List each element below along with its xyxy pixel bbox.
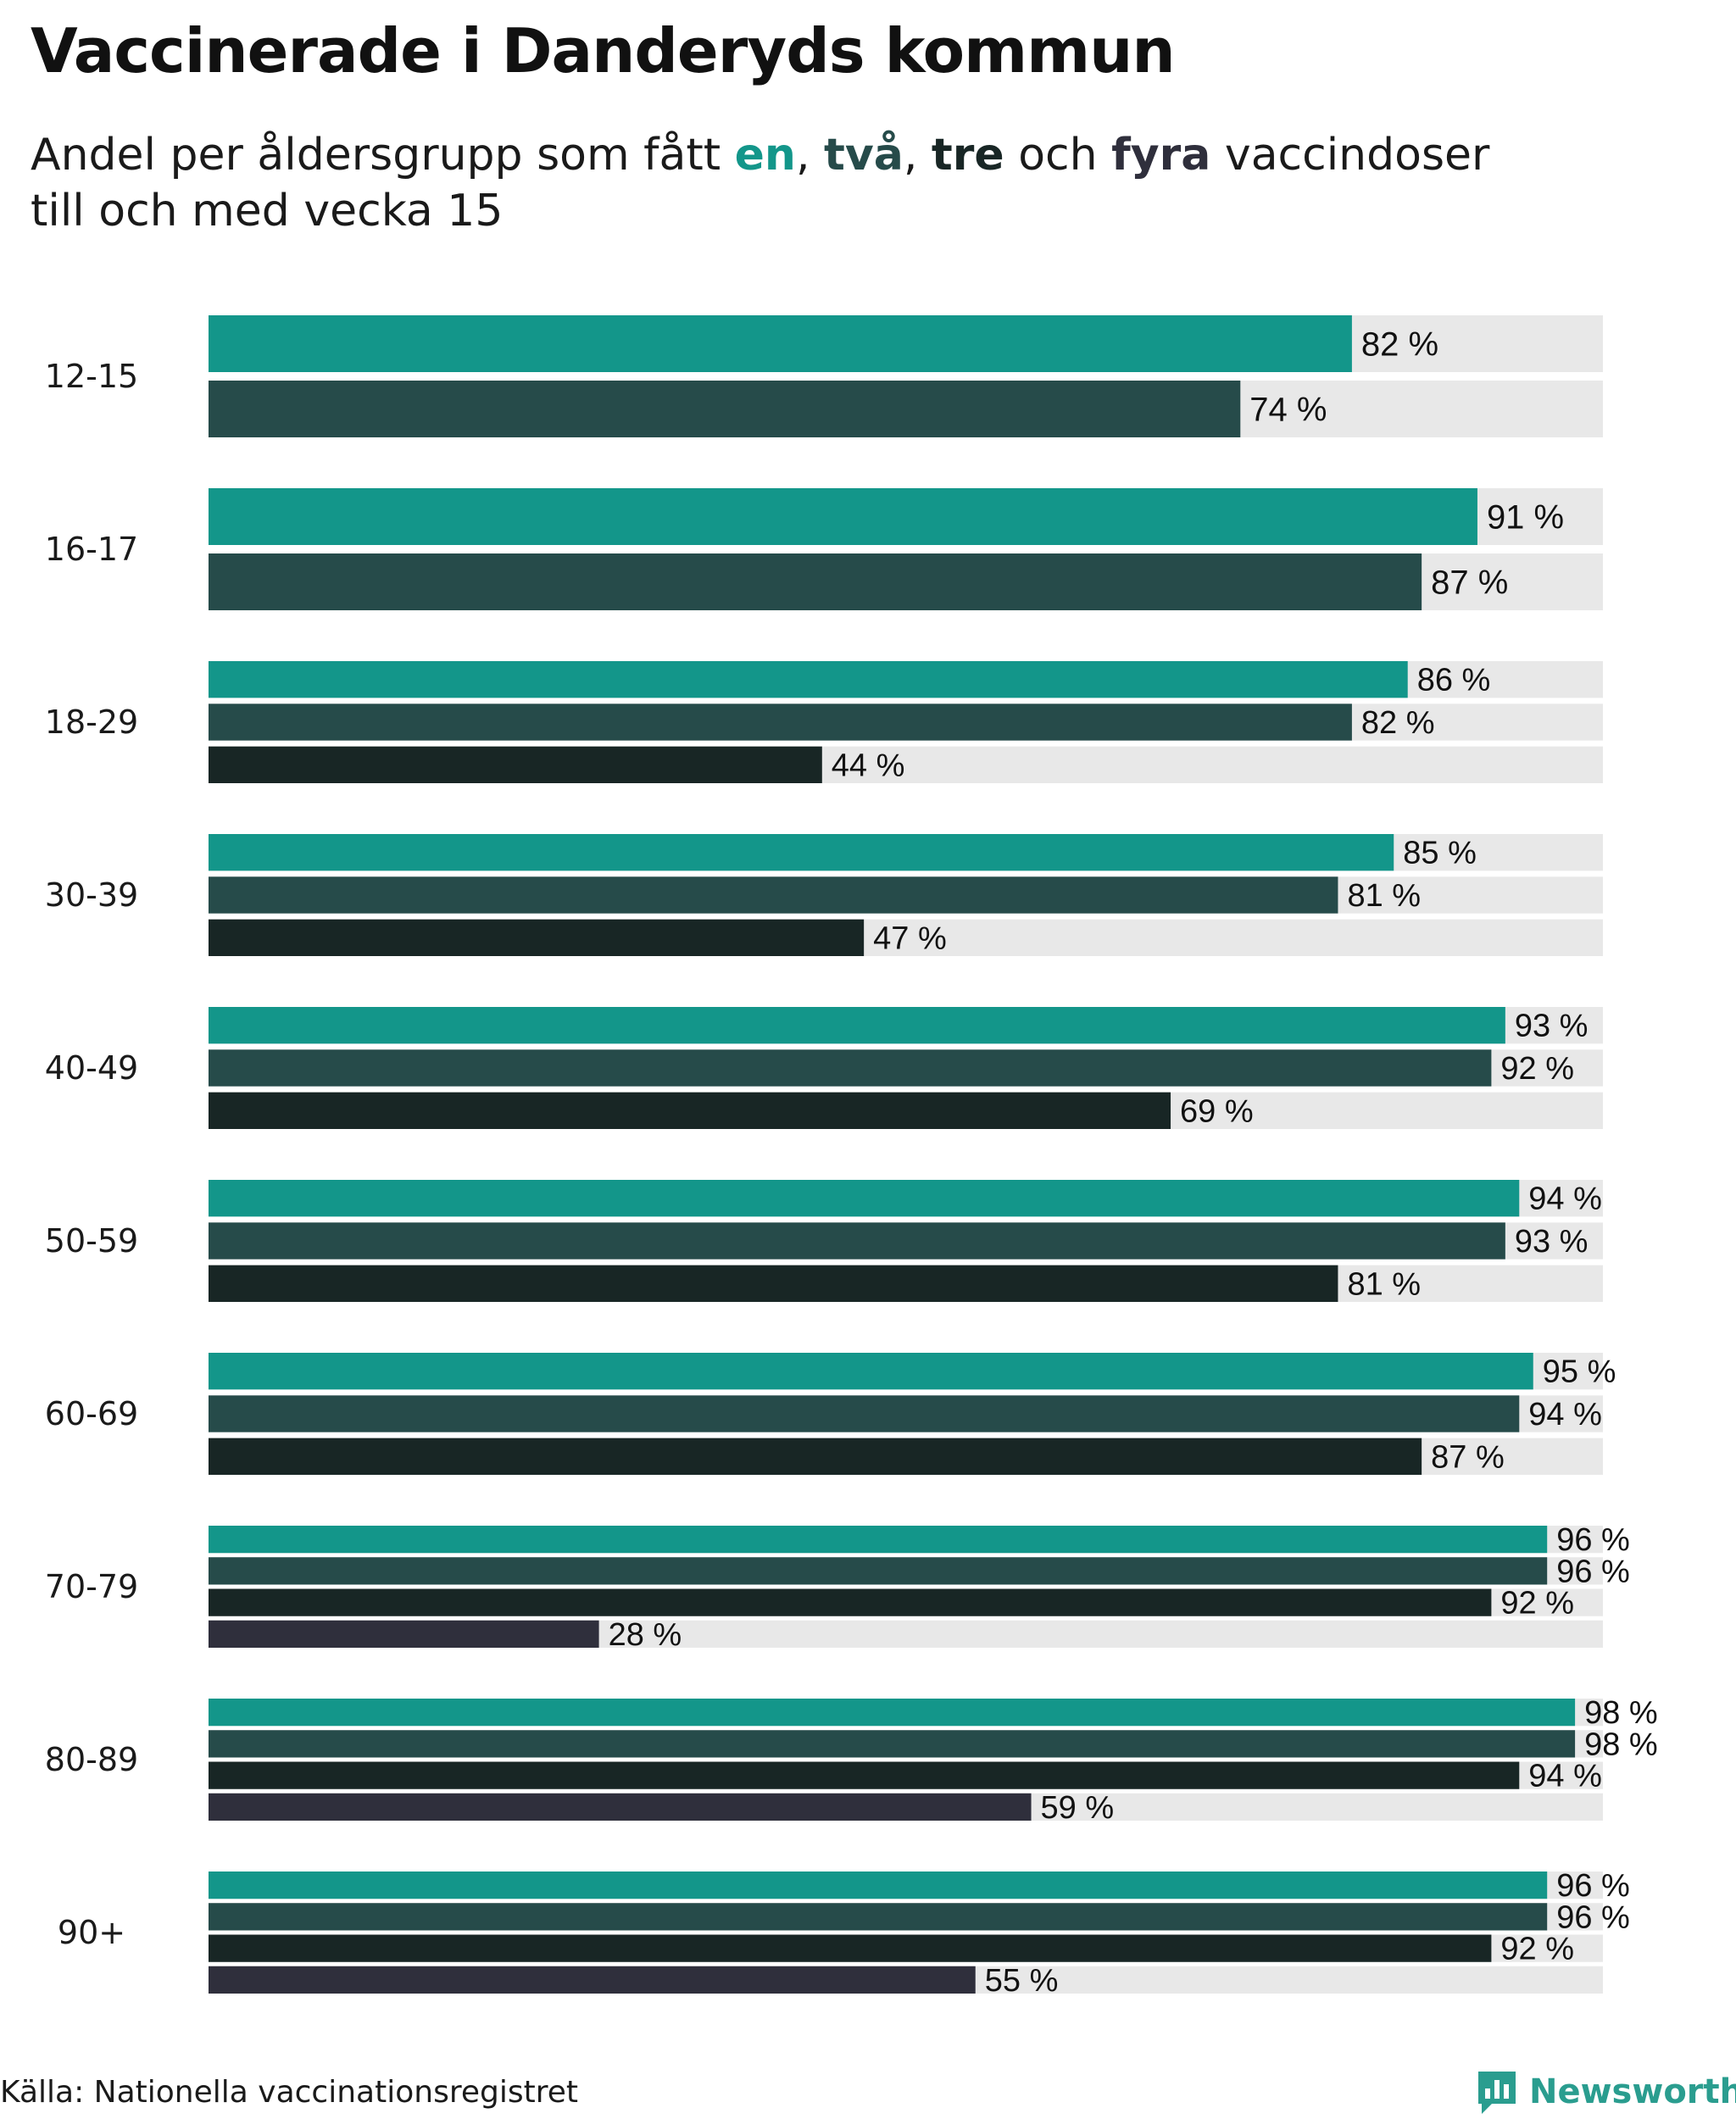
value-label-80-89-one-dose: 98 % bbox=[1584, 1695, 1658, 1731]
bar-70-79-two-doses bbox=[209, 1557, 1548, 1585]
value-label-50-59-three-doses: 81 % bbox=[1347, 1266, 1421, 1302]
value-label-30-39-one-dose: 85 % bbox=[1403, 836, 1477, 871]
bar-50-59-three-doses bbox=[209, 1265, 1338, 1302]
bar-80-89-three-doses bbox=[209, 1761, 1520, 1789]
bar-90plus-three-doses bbox=[209, 1934, 1492, 1962]
subtitle-separator: , bbox=[795, 130, 825, 181]
chart-subtitle: Andel per åldersgrupp som fått en, två, … bbox=[31, 127, 1641, 239]
subtitle-conjunction: och bbox=[1004, 130, 1112, 181]
value-label-50-59-two-doses: 93 % bbox=[1515, 1224, 1589, 1260]
value-label-12-15-two-doses: 74 % bbox=[1249, 392, 1327, 429]
bar-18-29-one-dose bbox=[209, 661, 1408, 698]
value-label-60-69-one-dose: 95 % bbox=[1543, 1354, 1616, 1390]
group-label-16-17: 16-17 bbox=[45, 531, 138, 568]
bar-12-15-two-doses bbox=[209, 381, 1241, 437]
value-label-70-79-three-doses: 92 % bbox=[1500, 1586, 1574, 1621]
bar-50-59-one-dose bbox=[209, 1180, 1520, 1217]
newsworthy-logo-icon bbox=[1478, 2072, 1516, 2114]
value-label-18-29-three-doses: 44 % bbox=[832, 748, 905, 783]
value-label-30-39-three-doses: 47 % bbox=[873, 920, 947, 956]
bar-16-17-two-doses bbox=[209, 553, 1422, 610]
value-label-90plus-three-doses: 92 % bbox=[1500, 1932, 1574, 1967]
value-label-70-79-one-dose: 96 % bbox=[1556, 1522, 1630, 1558]
bar-60-69-three-doses bbox=[209, 1438, 1422, 1475]
value-label-90plus-two-doses: 96 % bbox=[1556, 1899, 1630, 1935]
value-label-12-15-one-dose: 82 % bbox=[1361, 326, 1438, 364]
bar-18-29-three-doses bbox=[209, 746, 822, 783]
bar-90plus-two-doses bbox=[209, 1903, 1548, 1931]
value-label-70-79-two-doses: 96 % bbox=[1556, 1554, 1630, 1589]
group-label-50-59: 50-59 bbox=[45, 1222, 138, 1260]
value-label-80-89-four-doses: 59 % bbox=[1041, 1790, 1115, 1826]
bar-60-69-one-dose bbox=[209, 1353, 1533, 1390]
value-label-80-89-three-doses: 94 % bbox=[1528, 1759, 1602, 1794]
value-label-18-29-one-dose: 86 % bbox=[1417, 663, 1491, 698]
group-label-18-29: 18-29 bbox=[45, 704, 138, 741]
bar-90plus-one-dose bbox=[209, 1872, 1548, 1899]
bar-80-89-one-dose bbox=[209, 1699, 1576, 1727]
value-label-40-49-two-doses: 92 % bbox=[1500, 1051, 1574, 1087]
chart-title: Vaccinerade i Danderyds kommun bbox=[31, 15, 1176, 86]
value-label-70-79-four-doses: 28 % bbox=[609, 1617, 682, 1653]
bar-40-49-three-doses bbox=[209, 1092, 1171, 1129]
bar-18-29-two-doses bbox=[209, 704, 1352, 741]
bar-12-15-one-dose bbox=[209, 315, 1352, 372]
subtitle-highlight-two-doses: två bbox=[824, 130, 904, 181]
value-label-90plus-four-doses: 55 % bbox=[985, 1963, 1059, 1999]
bar-80-89-two-doses bbox=[209, 1730, 1576, 1758]
value-label-18-29-two-doses: 82 % bbox=[1361, 705, 1435, 741]
value-label-60-69-three-doses: 87 % bbox=[1431, 1439, 1505, 1475]
value-label-16-17-one-dose: 91 % bbox=[1487, 499, 1564, 537]
bar-30-39-two-doses bbox=[209, 876, 1338, 914]
bar-80-89-four-doses bbox=[209, 1793, 1032, 1821]
bar-90plus-four-doses bbox=[209, 1966, 976, 1994]
group-label-12-15: 12-15 bbox=[45, 358, 138, 395]
subtitle-highlight-four-doses: fyra bbox=[1111, 130, 1211, 181]
group-label-80-89: 80-89 bbox=[45, 1741, 138, 1778]
bar-30-39-one-dose bbox=[209, 834, 1394, 871]
bar-30-39-three-doses bbox=[209, 919, 865, 956]
bar-70-79-one-dose bbox=[209, 1526, 1548, 1554]
bar-70-79-three-doses bbox=[209, 1588, 1492, 1616]
group-label-60-69: 60-69 bbox=[45, 1395, 138, 1432]
subtitle-separator: , bbox=[903, 130, 932, 181]
bar-70-79-four-doses bbox=[209, 1620, 599, 1648]
subtitle-highlight-one-dose: en bbox=[734, 130, 796, 181]
bar-40-49-two-doses bbox=[209, 1049, 1492, 1087]
value-label-30-39-two-doses: 81 % bbox=[1347, 878, 1421, 914]
bar-16-17-one-dose bbox=[209, 488, 1477, 545]
bar-40-49-one-dose bbox=[209, 1007, 1505, 1044]
subtitle-line-two: till och med vecka 15 bbox=[31, 186, 504, 236]
value-label-50-59-one-dose: 94 % bbox=[1528, 1182, 1602, 1217]
subtitle-highlight-three-doses: tre bbox=[931, 130, 1004, 181]
brand-name: Newsworthy bbox=[1529, 2072, 1736, 2111]
group-label-90plus: 90+ bbox=[58, 1914, 125, 1951]
source-note: Källa: Nationella vaccinationsregistret bbox=[0, 2075, 578, 2110]
value-label-90plus-one-dose: 96 % bbox=[1556, 1868, 1630, 1904]
bar-60-69-two-doses bbox=[209, 1395, 1520, 1432]
subtitle-text-before: Andel per åldersgrupp som fått bbox=[31, 130, 735, 181]
bar-50-59-two-doses bbox=[209, 1222, 1505, 1260]
value-label-40-49-three-doses: 69 % bbox=[1180, 1093, 1254, 1129]
group-label-70-79: 70-79 bbox=[45, 1568, 138, 1605]
value-label-16-17-two-doses: 87 % bbox=[1431, 565, 1508, 602]
group-label-40-49: 40-49 bbox=[45, 1049, 138, 1087]
value-label-40-49-one-dose: 93 % bbox=[1515, 1009, 1589, 1044]
group-label-30-39: 30-39 bbox=[45, 876, 138, 914]
value-label-80-89-two-doses: 98 % bbox=[1584, 1727, 1658, 1762]
brand-logo: Newsworthy bbox=[1475, 2068, 1736, 2116]
subtitle-text-after: vaccindoser bbox=[1210, 130, 1490, 181]
value-label-60-69-two-doses: 94 % bbox=[1528, 1397, 1602, 1432]
